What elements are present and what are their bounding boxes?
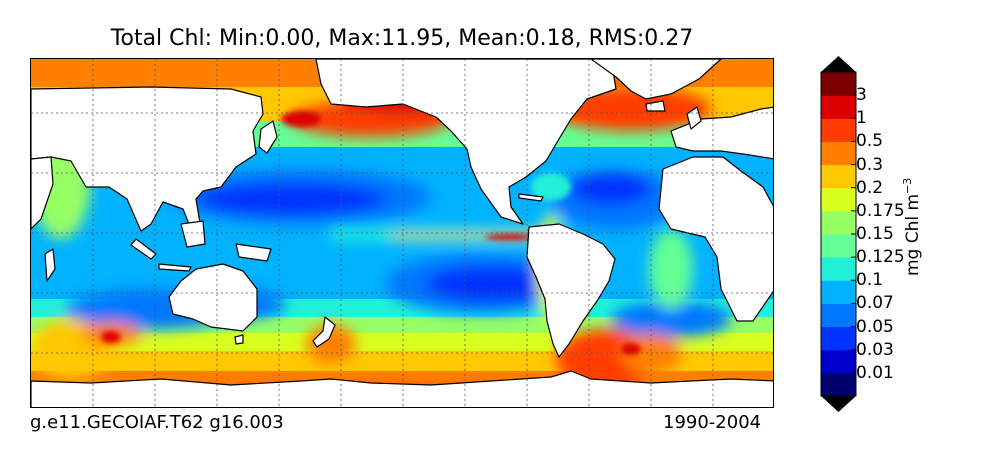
landmass-africa-west xyxy=(658,156,773,322)
colorbar-tick-label: 0.07 xyxy=(856,293,894,314)
land-masses xyxy=(31,59,773,407)
colorbar-label-text: mg Chl m xyxy=(902,193,923,276)
colorbar-tick-label: 0.125 xyxy=(856,247,905,268)
colorbar-segment xyxy=(821,141,856,166)
colorbar-tick-label: 3 xyxy=(856,85,867,106)
colorbar-segment xyxy=(821,72,856,96)
landmass-sumatra xyxy=(130,238,157,260)
landmass-british-isles xyxy=(686,106,702,130)
colorbar-tick-label: 1 xyxy=(856,108,867,129)
colorbar-segment xyxy=(821,257,856,281)
landmass-tasmania xyxy=(234,334,244,345)
colorbar-tick-label: 0.175 xyxy=(856,200,905,221)
landmass-java xyxy=(158,263,192,272)
colorbar-tick-label: 0.3 xyxy=(856,154,884,175)
colorbar-segment xyxy=(821,280,856,304)
chlorophyll-map xyxy=(31,59,773,407)
landmass-antarctica xyxy=(31,370,773,407)
colorbar-segment xyxy=(821,234,856,258)
landmass-new-guinea xyxy=(235,243,272,262)
landmass-madagascar xyxy=(44,248,56,282)
colorbar-tick-label: 0.5 xyxy=(856,131,884,152)
colorbar-segment xyxy=(821,95,856,119)
landmass-iceland xyxy=(645,100,666,112)
landmass-south-america xyxy=(526,223,616,358)
graticule xyxy=(31,59,773,407)
landmass-new-zealand xyxy=(312,316,336,348)
run-id-label: g.e11.GECOIAF.T62 g16.003 xyxy=(30,412,284,433)
period-label: 1990-2004 xyxy=(663,412,762,433)
colorbar-arrow-max xyxy=(821,56,856,72)
colorbar-tick-label: 0.2 xyxy=(856,177,884,198)
colorbar-segment xyxy=(821,118,856,142)
colorbar-tick-label: 0.01 xyxy=(856,362,894,383)
colorbar xyxy=(820,56,857,412)
colorbar-segment xyxy=(821,303,856,328)
colorbar-label-exponent: −3 xyxy=(901,177,915,194)
colorbar-segment xyxy=(821,164,856,189)
colorbar-label: mg Chl m−3 xyxy=(901,178,923,276)
landmass-greenland xyxy=(590,59,722,100)
landmass-europe xyxy=(670,106,773,160)
colorbar-segment xyxy=(821,372,856,397)
colorbar-segment xyxy=(821,326,856,351)
colorbar-segment xyxy=(821,210,856,235)
landmass-japan xyxy=(258,120,278,154)
landmass-africa-east xyxy=(31,156,54,230)
colorbar-tick-label: 0.05 xyxy=(856,316,894,337)
colorbar-tick-label: 0.03 xyxy=(856,339,894,360)
colorbar-arrow-min xyxy=(821,396,856,412)
colorbar-segment xyxy=(821,187,856,212)
colorbar-segment xyxy=(821,349,856,374)
colorbar-tick-label: 0.1 xyxy=(856,270,884,291)
landmass-borneo xyxy=(180,220,206,248)
landmass-north-america xyxy=(315,59,617,225)
map-panel xyxy=(30,58,774,408)
figure-title: Total Chl: Min:0.00, Max:11.95, Mean:0.1… xyxy=(110,26,694,51)
landmass-cuba xyxy=(518,193,544,202)
landmass-australia xyxy=(168,263,258,332)
colorbar-tick-label: 0.15 xyxy=(856,224,894,244)
